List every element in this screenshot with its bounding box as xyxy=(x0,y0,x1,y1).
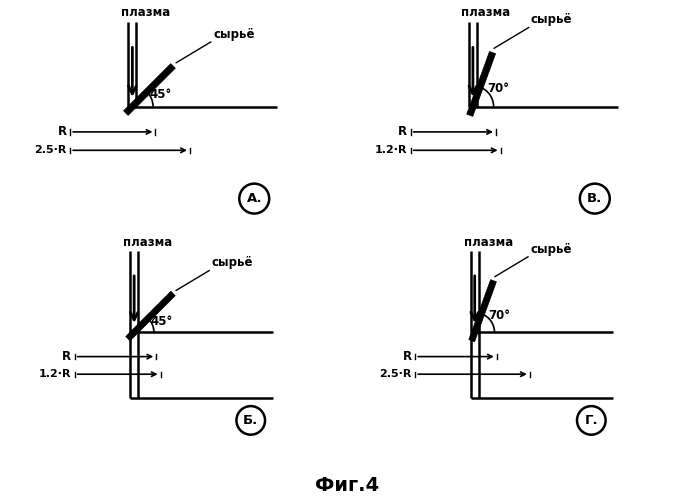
Text: сырьё: сырьё xyxy=(211,256,253,270)
Text: 2.5·R: 2.5·R xyxy=(379,369,412,379)
Polygon shape xyxy=(126,292,175,341)
Text: плазма: плазма xyxy=(123,236,172,249)
Text: плазма: плазма xyxy=(464,236,513,249)
Text: плазма: плазма xyxy=(461,6,511,19)
Text: Б.: Б. xyxy=(243,414,259,427)
Text: 1.2·R: 1.2·R xyxy=(39,369,72,379)
Text: R: R xyxy=(63,350,72,363)
Text: сырьё: сырьё xyxy=(530,242,572,256)
Text: R: R xyxy=(403,350,412,363)
Text: В.: В. xyxy=(587,192,603,205)
Text: 45°: 45° xyxy=(150,88,172,101)
Text: 70°: 70° xyxy=(488,309,510,322)
Polygon shape xyxy=(467,52,496,116)
Text: плазма: плазма xyxy=(121,6,170,19)
Text: R: R xyxy=(398,126,407,138)
Text: Фиг.4: Фиг.4 xyxy=(316,476,379,495)
Text: сырьё: сырьё xyxy=(531,14,573,26)
Text: 1.2·R: 1.2·R xyxy=(375,146,407,156)
Text: A.: A. xyxy=(247,192,262,205)
Polygon shape xyxy=(124,64,175,116)
Text: сырьё: сырьё xyxy=(213,28,254,41)
Text: 70°: 70° xyxy=(487,82,509,96)
Text: R: R xyxy=(58,126,67,138)
Text: 45°: 45° xyxy=(150,314,173,328)
Text: 2.5·R: 2.5·R xyxy=(35,146,67,156)
Text: Г.: Г. xyxy=(584,414,598,427)
Polygon shape xyxy=(469,280,496,342)
